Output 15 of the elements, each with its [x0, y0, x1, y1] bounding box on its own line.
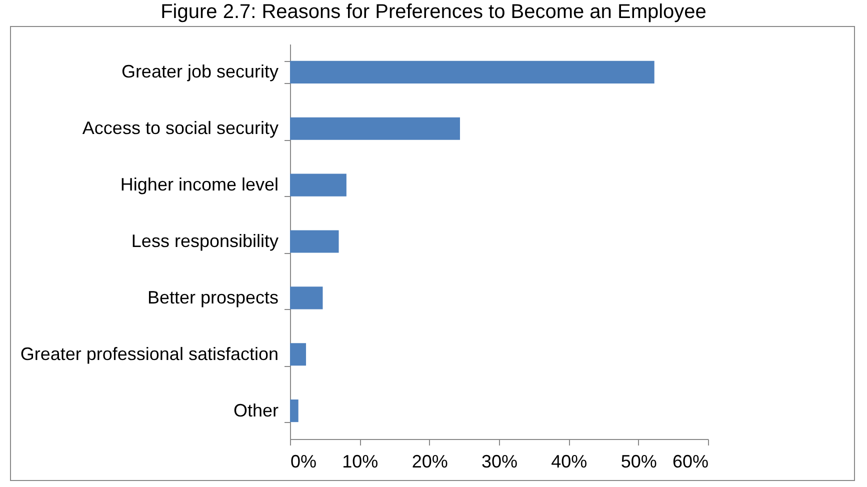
x-tick-label: 30% [481, 452, 518, 472]
y-tick-label: Greater professional satisfaction [20, 344, 278, 364]
y-tick-label: Access to social security [82, 118, 278, 138]
y-tick-label: Other [233, 400, 278, 420]
x-tick-label: 50% [620, 452, 657, 472]
y-tick-label: Greater job security [121, 62, 278, 82]
x-tick-label: 0% [290, 452, 317, 472]
x-tick-label: 10% [342, 452, 378, 472]
y-tick-label: Less responsibility [131, 231, 278, 251]
x-tick-label: 20% [412, 452, 448, 472]
chart-title: Figure 2.7: Reasons for Preferences to Become an Employee [160, 0, 708, 25]
x-tick-label: 60% [672, 452, 708, 472]
y-tick-label: Better prospects [147, 287, 278, 308]
y-tick-label: Higher income level [120, 174, 278, 195]
x-tick-label: 40% [551, 452, 588, 472]
